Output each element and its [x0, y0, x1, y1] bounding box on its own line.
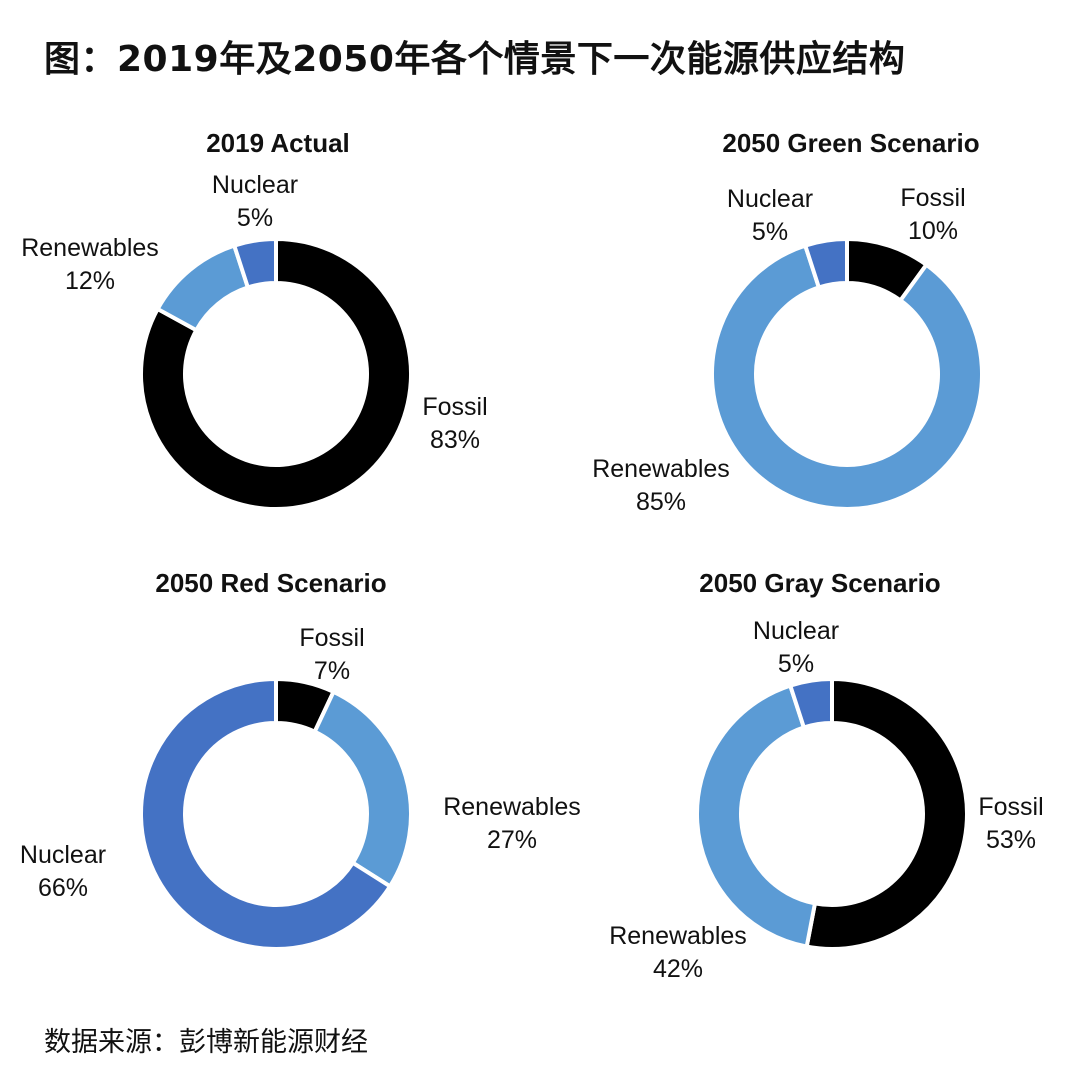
- donut-svg: 2050 Red Scenario Fossil 7% Renewables 27% Nu…: [20, 568, 581, 951]
- chart-2050-gray-scenario: 2050 Gray Scenario Fossil 53% Renewables 42%…: [536, 550, 1072, 990]
- slice-name-label: Fossil: [900, 184, 965, 212]
- slice-label-renewables: Renewables 12%: [21, 234, 159, 295]
- slice-name-label: Fossil: [299, 624, 364, 652]
- slice-value-label: 66%: [38, 874, 88, 902]
- chart-2050-green-scenario: 2050 Green Scenario Fossil 10% Renewables 85…: [536, 110, 1072, 550]
- slice-nuclear: [139, 676, 393, 951]
- slice-nuclear: [231, 236, 278, 290]
- slice-value-label: 5%: [752, 218, 788, 246]
- slice-value-label: 27%: [487, 826, 537, 854]
- slice-name-label: Fossil: [978, 793, 1043, 821]
- chart-title: 2019 Actual: [206, 128, 350, 158]
- slice-label-fossil: Fossil 10%: [900, 184, 965, 245]
- slice-renewables: [154, 243, 251, 333]
- slice-name-label: Renewables: [609, 922, 747, 950]
- slice-renewables: [312, 689, 413, 890]
- slice-name-label: Nuclear: [20, 841, 106, 869]
- slice-value-label: 5%: [778, 650, 814, 678]
- chart-title: 2050 Green Scenario: [722, 128, 979, 158]
- slice-name-label: Renewables: [592, 455, 730, 483]
- slice-fossil: [139, 236, 413, 511]
- slice-name-label: Nuclear: [753, 617, 839, 645]
- slice-value-label: 10%: [908, 217, 958, 245]
- slice-value-label: 85%: [636, 488, 686, 516]
- slice-label-renewables: Renewables 85%: [592, 455, 730, 516]
- slice-name-label: Renewables: [21, 234, 159, 262]
- data-source-note: 数据来源：彭博新能源财经: [44, 1027, 368, 1058]
- slice-label-renewables: Renewables 27%: [443, 793, 581, 854]
- slice-label-nuclear: Nuclear 5%: [753, 617, 839, 678]
- slice-label-renewables: Renewables 42%: [609, 922, 747, 983]
- slice-value-label: 5%: [237, 204, 273, 232]
- slice-nuclear: [802, 236, 849, 290]
- slice-renewables: [710, 243, 984, 511]
- slice-label-nuclear: Nuclear 5%: [212, 171, 298, 232]
- slice-renewables: [695, 683, 818, 949]
- slice-name-label: Nuclear: [212, 171, 298, 199]
- slice-fossil: [804, 676, 969, 951]
- slice-value-label: 53%: [986, 826, 1036, 854]
- chart-title: 2050 Red Scenario: [155, 568, 386, 598]
- slice-value-label: 83%: [430, 426, 480, 454]
- chart-2019-actual: 2019 Actual Fossil 83% Renewables 12% Nuclear…: [0, 110, 536, 550]
- slice-name-label: Renewables: [443, 793, 581, 821]
- donut-svg: 2019 Actual Fossil 83% Renewables 12% Nuclear…: [21, 128, 488, 511]
- page-title: 图：2019年及2050年各个情景下一次能源供应结构: [44, 39, 906, 80]
- slice-label-fossil: Fossil 83%: [422, 393, 487, 454]
- slice-label-nuclear: Nuclear 5%: [727, 185, 813, 246]
- chart-title: 2050 Gray Scenario: [699, 568, 940, 598]
- chart-2050-red-scenario: 2050 Red Scenario Fossil 7% Renewables 27% Nu…: [0, 550, 581, 990]
- slice-nuclear: [787, 676, 834, 730]
- slice-value-label: 7%: [314, 657, 350, 685]
- slice-name-label: Nuclear: [727, 185, 813, 213]
- donut-svg: 2050 Green Scenario Fossil 10% Renewables 85…: [592, 128, 984, 516]
- slice-value-label: 12%: [65, 267, 115, 295]
- slice-label-fossil: Fossil 7%: [299, 624, 364, 685]
- slice-label-nuclear: Nuclear 66%: [20, 841, 106, 902]
- slice-name-label: Fossil: [422, 393, 487, 421]
- donut-svg: 2050 Gray Scenario Fossil 53% Renewables 42%…: [609, 568, 1043, 983]
- slice-label-fossil: Fossil 53%: [978, 793, 1043, 854]
- slice-value-label: 42%: [653, 955, 703, 983]
